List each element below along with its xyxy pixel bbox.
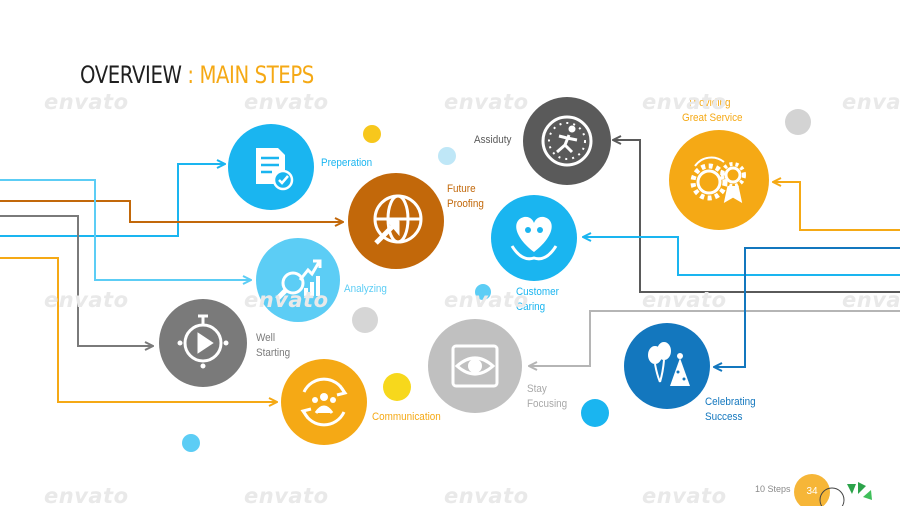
watermark: envato (444, 484, 529, 508)
people-cycle-icon (300, 377, 348, 427)
document-check-icon (256, 148, 294, 191)
connector-assiduty (614, 140, 900, 293)
dot (352, 307, 378, 333)
step-celebrating (624, 323, 710, 409)
connector-future-proofing (0, 200, 342, 222)
watermark: envato (244, 90, 329, 114)
dot (182, 434, 200, 452)
balloons-party-hat-icon (648, 342, 690, 386)
label-future-proofing: Future Proofing (447, 183, 484, 210)
gears-award-icon (690, 156, 746, 203)
stopwatch-runner-icon (541, 115, 593, 167)
label-communication: Communication (372, 411, 441, 423)
label-assiduty: Assiduty (474, 134, 512, 146)
label-customer-caring: Customer Caring (516, 286, 559, 313)
dot (785, 109, 811, 135)
connector-communication (0, 257, 276, 402)
watermark: envato (244, 288, 329, 312)
label-stay-focusing: Stay Focusing (527, 383, 568, 410)
chart-magnifier-icon (275, 259, 322, 301)
connector-well-starting (0, 215, 152, 346)
label-analyzing: Analyzing (344, 283, 387, 295)
watermark: envato (642, 90, 727, 114)
step-communication (281, 359, 367, 445)
label-celebrating: Celebrating Success (705, 396, 756, 423)
brand-logo-icon (847, 482, 872, 500)
step-well-starting (159, 299, 247, 387)
dot (475, 284, 491, 300)
step-stay-focusing (428, 319, 522, 413)
step-assiduty (523, 97, 611, 185)
heart-hands-icon (510, 216, 558, 261)
dot (383, 373, 411, 401)
page-number: 34 (806, 486, 818, 497)
dot (581, 399, 609, 427)
connector-customer-caring (584, 237, 900, 276)
watermark: envato (444, 90, 529, 114)
decorative-dots (182, 109, 811, 452)
label-well-starting: Well Starting (256, 332, 291, 359)
step-future-proofing (348, 173, 444, 269)
step-circle (624, 323, 710, 409)
dot (438, 147, 456, 165)
step-providing-service (669, 130, 769, 230)
connector-celebrating (715, 247, 900, 367)
watermark: envato (444, 288, 529, 312)
step-preperation (228, 124, 314, 210)
step-analyzing (256, 238, 340, 322)
title-sub: MAIN STEPS (199, 61, 314, 89)
title-separator: : (181, 61, 200, 89)
title-main: OVERVIEW (80, 61, 182, 89)
globe-arrow-icon (373, 194, 423, 245)
watermark: envato (642, 484, 727, 508)
connector-stay-focusing (530, 310, 900, 366)
connector-preperation (0, 164, 224, 237)
watermark: envato (642, 288, 727, 312)
connector-lines (0, 140, 900, 402)
connector-providing-service (774, 182, 900, 231)
timer-play-icon (177, 314, 229, 369)
footer-label: 10 Steps (755, 484, 791, 494)
eye-focus-icon (451, 344, 499, 388)
watermark: envato (842, 90, 900, 114)
page-title: OVERVIEW : MAIN STEPS (80, 60, 314, 90)
dot (363, 125, 381, 143)
watermark: envato (44, 288, 129, 312)
page-badge (794, 474, 845, 506)
step-circle (256, 238, 340, 322)
connector-analyzing (0, 179, 250, 280)
label-preperation: Preperation (321, 157, 373, 169)
watermark: envato (244, 484, 329, 508)
step-circle (281, 359, 367, 445)
watermark: envato (842, 288, 900, 312)
step-customer-caring (491, 195, 577, 281)
watermark: envato (44, 90, 129, 114)
watermark: envato (44, 484, 129, 508)
label-providing-service: Providing Great Service (682, 97, 743, 124)
